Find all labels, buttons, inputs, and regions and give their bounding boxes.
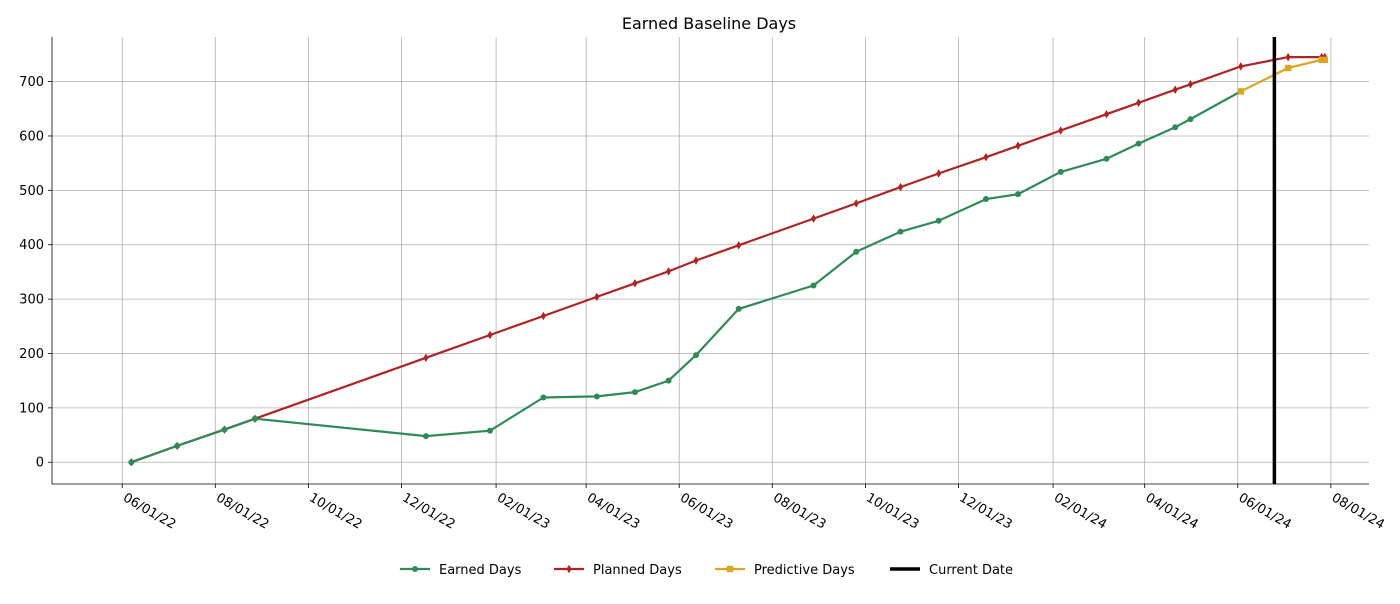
planned-days-point: [693, 256, 699, 265]
predictive-days-point: [1284, 64, 1292, 72]
planned-days-point: [897, 182, 904, 192]
legend-item-current-date: Current Date: [890, 563, 1013, 578]
legend-item-earned-days: Earned Days: [400, 563, 522, 578]
earned-days-point: [982, 196, 989, 203]
planned-days-point: [810, 214, 817, 223]
y-tick-label: 400: [19, 238, 44, 253]
earned-days-point: [221, 426, 228, 433]
planned-days-point: [736, 241, 742, 250]
y-tick-label: 0: [36, 456, 44, 471]
y-tick-label: 300: [19, 293, 44, 308]
planned-days-point: [1103, 110, 1110, 119]
planned-days-point: [1135, 98, 1142, 107]
legend-swatch-marker: [726, 565, 734, 573]
legend-item-planned-days: Planned Days: [554, 563, 682, 578]
x-tick-label: 08/01/23: [770, 490, 828, 532]
x-tick-label: 02/01/24: [1051, 490, 1109, 532]
earned-days-point: [897, 228, 904, 235]
planned-days-point: [1172, 85, 1178, 94]
x-tick-label: 08/01/24: [1329, 490, 1387, 532]
legend-swatch-marker: [566, 564, 572, 574]
x-tick-label: 12/01/22: [399, 490, 457, 532]
chart-title: Earned Baseline Days: [622, 14, 796, 33]
grid: [52, 37, 1369, 484]
legend-label: Planned Days: [593, 563, 682, 578]
earned-days-point: [486, 427, 493, 434]
legend-label: Predictive Days: [754, 563, 855, 578]
planned-days-point: [540, 311, 546, 321]
earned-days-point: [735, 305, 742, 312]
x-tick-label: 04/01/23: [584, 490, 642, 532]
earned-days-point: [810, 282, 817, 289]
earned-days-point: [665, 377, 672, 384]
planned-days-point: [594, 292, 600, 302]
legend-label: Earned Days: [439, 563, 522, 578]
planned-days-point: [936, 169, 942, 178]
predictive-days-point: [1321, 56, 1328, 64]
earned-days-point: [1015, 191, 1022, 198]
x-tick-label: 06/01/22: [120, 490, 178, 532]
y-tick-label: 500: [19, 184, 44, 199]
y-tick-label: 100: [19, 401, 44, 416]
legend: Earned Days Planned Days Predictive Days Cu…: [400, 563, 1013, 578]
x-tick-label: 06/01/23: [677, 490, 735, 532]
planned-days-point: [1187, 80, 1194, 89]
planned-days-point: [487, 330, 493, 340]
earned-days-point: [422, 433, 429, 440]
predictive-days-point: [1237, 88, 1245, 95]
earned-days-point: [251, 415, 258, 422]
x-tick-label: 12/01/23: [956, 490, 1014, 532]
legend-label: Current Date: [929, 563, 1013, 578]
legend-item-predictive-days: Predictive Days: [715, 563, 855, 578]
x-tick-label: 04/01/24: [1143, 490, 1201, 532]
planned-days-line: [131, 55, 1325, 464]
planned-days-point: [1238, 62, 1244, 71]
earned-days-series: [128, 88, 1244, 466]
planned-days-point: [983, 152, 989, 162]
planned-days-point: [423, 353, 429, 363]
legend-swatch-marker: [412, 566, 418, 572]
predictive-days-series: [1237, 56, 1328, 95]
planned-days-point: [1285, 52, 1291, 62]
planned-days-point: [665, 267, 672, 276]
x-tick-label: 02/01/23: [494, 490, 552, 532]
planned-days-point: [632, 279, 638, 288]
earned-days-point: [935, 217, 942, 224]
y-tick-label: 700: [19, 75, 44, 90]
planned-days-point: [853, 199, 859, 208]
earned-days-point: [1103, 155, 1110, 162]
axes: 0 100 200 300 400 500 600 700 06/01/22 08/01/22 10…: [19, 37, 1387, 533]
earned-days-point: [1172, 124, 1179, 131]
earned-days-point: [1057, 168, 1064, 175]
earned-days-point: [540, 394, 547, 401]
earned-days-point: [631, 389, 638, 396]
earned-days-point: [128, 459, 135, 466]
earned-days-point: [853, 248, 860, 255]
series-layer: [128, 52, 1328, 467]
x-tick-label: 08/01/22: [213, 490, 271, 532]
earned-days-point: [174, 442, 181, 449]
earned-days-point: [1135, 140, 1142, 147]
y-tick-label: 600: [19, 129, 44, 144]
x-tick-label: 06/01/24: [1236, 490, 1294, 532]
planned-days-point: [1058, 126, 1064, 135]
y-tick-label: 200: [19, 347, 44, 362]
earned-days-point: [693, 352, 700, 359]
earned-days-point: [593, 393, 600, 400]
x-tick-label: 10/01/23: [863, 490, 921, 532]
planned-days-point: [1015, 141, 1021, 150]
x-tick-label: 10/01/22: [306, 490, 364, 532]
earned-days-point: [1187, 116, 1194, 123]
earned-days-line: [131, 90, 1242, 464]
